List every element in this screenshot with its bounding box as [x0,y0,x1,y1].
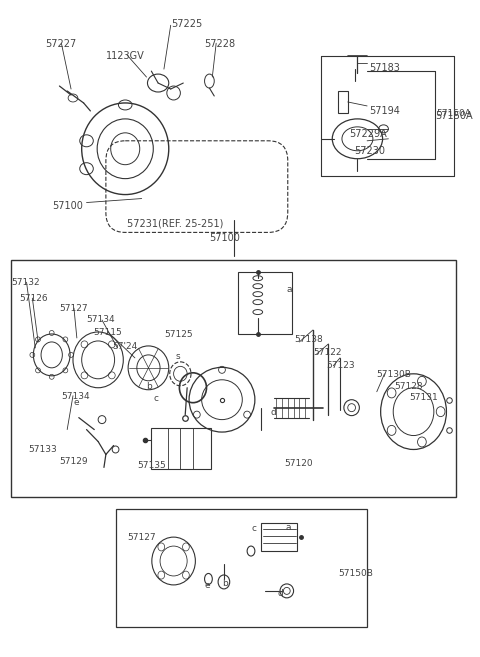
Text: e: e [74,397,80,407]
Text: 57131: 57131 [409,393,438,401]
Text: b: b [146,382,152,391]
Bar [261,523,298,551]
Text: 57134: 57134 [86,315,115,324]
Text: 57128: 57128 [394,382,423,391]
Bar [116,509,367,627]
Text: 57127: 57127 [127,533,156,542]
Text: 57100: 57100 [209,233,240,243]
Text: 57183: 57183 [369,63,400,73]
Text: e: e [204,581,210,590]
Bar [11,260,456,497]
Text: 57150B: 57150B [338,569,373,578]
Text: 1123GV: 1123GV [106,51,144,61]
Text: 57129: 57129 [60,457,88,466]
Text: s: s [176,352,180,361]
Text: 57227: 57227 [45,39,76,49]
Text: 57135: 57135 [137,461,166,470]
Text: 57194: 57194 [369,106,400,116]
Text: 57122: 57122 [313,348,341,357]
Text: 57115: 57115 [93,328,122,337]
Text: 57132: 57132 [11,278,40,287]
Text: d: d [277,589,283,598]
Text: a: a [287,285,292,294]
Text: 57230: 57230 [355,146,385,156]
Bar [239,272,292,334]
Text: b: b [222,579,228,588]
Text: c: c [251,524,256,533]
Text: 57133: 57133 [28,445,57,453]
Text: 57231(REF. 25-251): 57231(REF. 25-251) [127,219,224,229]
Text: 57150A: 57150A [435,111,472,121]
Text: 57125: 57125 [164,330,192,339]
Text: 57126: 57126 [19,294,48,303]
Text: 57150A: 57150A [437,109,472,118]
Text: 57138: 57138 [295,335,324,344]
Bar [338,91,348,113]
Text: 57228: 57228 [204,39,236,49]
Text: 57225: 57225 [171,19,202,30]
Text: 57'24: 57'24 [113,342,138,351]
Text: c: c [153,394,158,403]
Text: a: a [286,523,291,532]
Text: 57123: 57123 [326,361,355,370]
Text: 57134: 57134 [61,392,90,401]
Text: 57130B: 57130B [377,370,412,379]
Text: d: d [270,407,276,417]
Bar [151,428,211,469]
Text: 57229A: 57229A [350,129,387,139]
Text: 57100: 57100 [52,200,83,210]
Text: 57127: 57127 [60,304,88,313]
Text: 57120: 57120 [284,459,312,468]
